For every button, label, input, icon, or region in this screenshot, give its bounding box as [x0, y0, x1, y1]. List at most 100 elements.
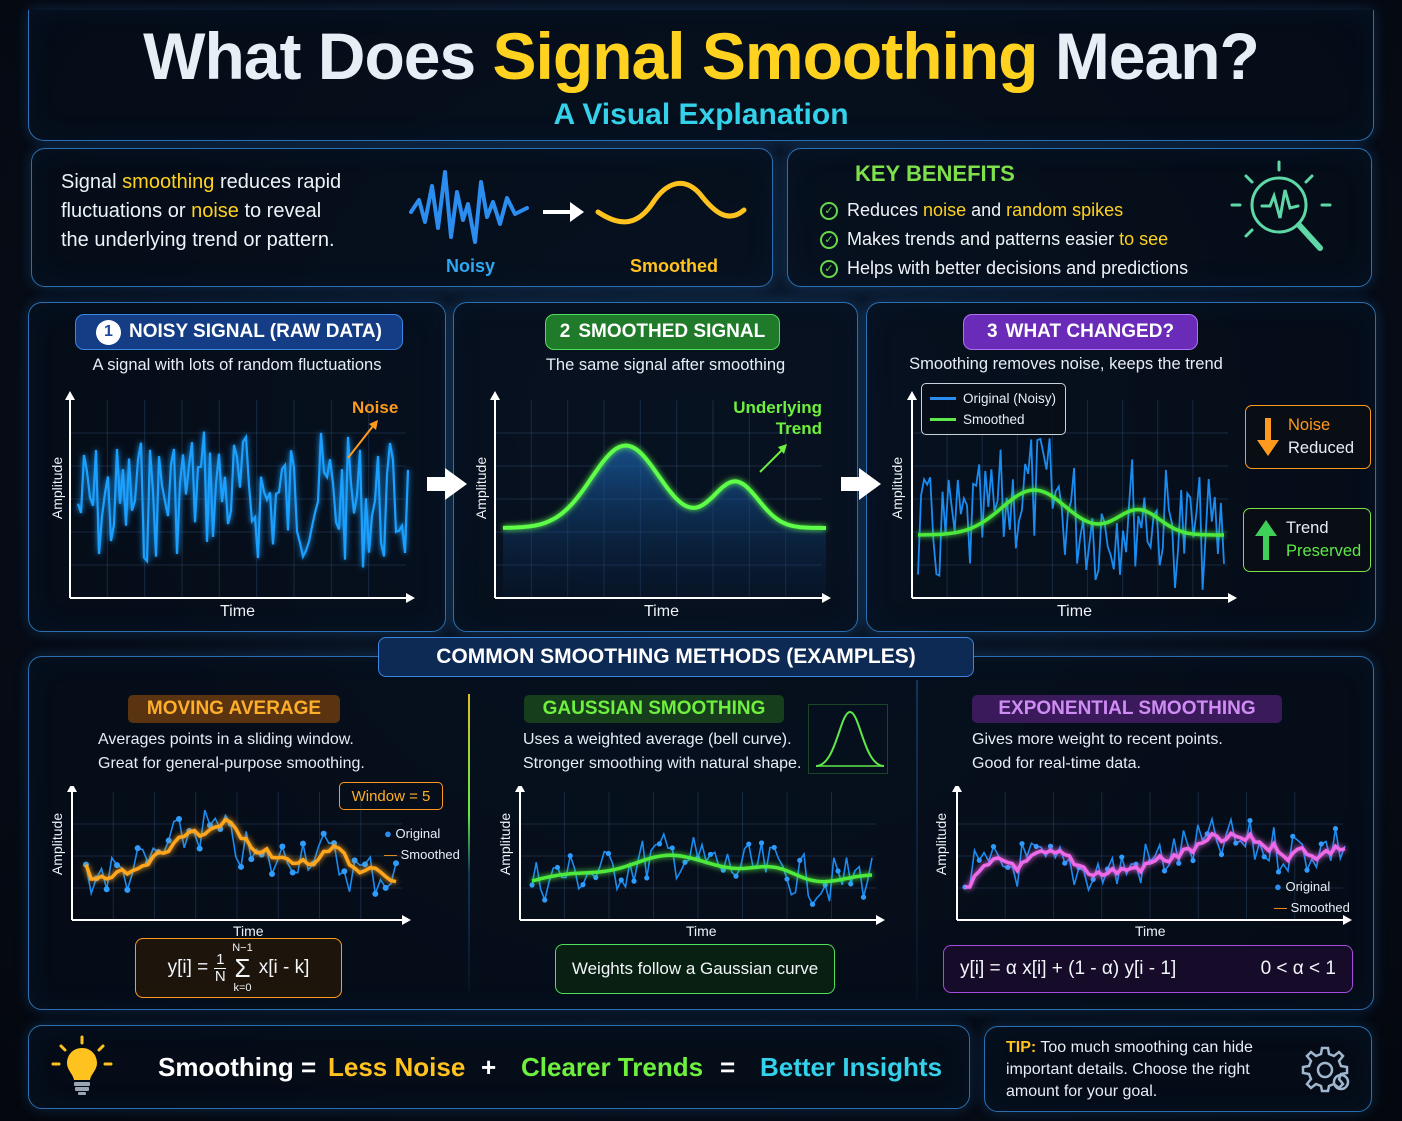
bell-curve-icon — [808, 704, 888, 774]
arrow-right-icon — [427, 468, 467, 500]
step3-title-text: WHAT CHANGED? — [1005, 321, 1175, 342]
original-point — [1047, 843, 1054, 849]
moving-average-ylabel: Amplitude — [49, 812, 65, 876]
step3-ylabel: Amplitude — [889, 456, 905, 520]
original-point — [351, 857, 358, 864]
original-point — [554, 864, 561, 871]
moving-average-title: MOVING AVERAGE — [128, 695, 340, 723]
original-point — [1332, 825, 1339, 832]
original-point — [784, 876, 790, 882]
step1-title: 1 NOISY SIGNAL (RAW DATA) — [75, 314, 403, 350]
title-pre: What Does — [143, 19, 493, 93]
original-point — [207, 822, 213, 829]
original-point — [529, 882, 535, 888]
original-point — [1119, 854, 1125, 860]
tip-panel — [984, 1026, 1372, 1112]
original-point — [1318, 841, 1324, 847]
original-point — [124, 886, 131, 893]
key-benefits-list: ✓ Reduces noise and random spikes ✓ Make… — [820, 196, 1188, 283]
original-point — [362, 861, 368, 868]
original-point — [1005, 864, 1011, 870]
exponential-ylabel: Amplitude — [933, 812, 949, 876]
check-circle-icon: ✓ — [820, 201, 838, 220]
noise-annotation: Noise — [352, 398, 399, 417]
original-point — [1275, 869, 1282, 875]
step3-desc: Smoothing removes noise, keeps the trend — [909, 355, 1223, 373]
original-point — [248, 856, 255, 863]
original-point — [1161, 868, 1168, 874]
original-point — [279, 843, 286, 850]
noise-pointer-head — [369, 420, 378, 430]
original-point — [341, 868, 348, 875]
benefit-item: ✓ Makes trends and patterns easier to se… — [820, 225, 1188, 254]
step1-ylabel: Amplitude — [49, 456, 65, 520]
original-point — [372, 890, 379, 897]
original-point — [631, 878, 637, 884]
original-point — [746, 841, 752, 847]
gear-icon — [1301, 1046, 1350, 1093]
original-point — [618, 877, 624, 883]
original-point — [165, 837, 172, 844]
original-point — [382, 884, 389, 891]
step2-ylabel: Amplitude — [473, 456, 489, 520]
original-point — [1033, 843, 1039, 850]
original-point — [1218, 851, 1225, 858]
key-benefits-title: KEY BENEFITS — [855, 161, 1015, 186]
noise-reduced-badge: Noise Reduced — [1245, 405, 1371, 469]
original-line — [531, 831, 873, 906]
summary-panel — [28, 1025, 970, 1109]
original-point — [707, 851, 714, 858]
step3-number: 3 — [986, 321, 998, 342]
chart-grid — [72, 792, 402, 920]
noisy-label: Noisy — [446, 256, 496, 276]
original-point — [196, 845, 203, 852]
summary-term1: Less Noise — [328, 1052, 466, 1082]
gaussian-desc: Uses a weighted average (bell curve). Str… — [523, 731, 802, 772]
step2-desc: The same signal after smoothing — [545, 356, 786, 374]
original-point — [990, 843, 997, 850]
original-point — [103, 886, 110, 893]
original-point — [1204, 831, 1210, 837]
original-point — [1247, 817, 1253, 824]
chart-axes — [65, 391, 415, 603]
original-point — [1176, 860, 1182, 866]
summary-eq: = — [720, 1052, 736, 1082]
step1-desc: A signal with lots of random fluctuation… — [92, 356, 382, 374]
step1-number: 1 — [96, 319, 121, 345]
moving-average-xlabel: Time — [233, 923, 264, 939]
original-point — [269, 870, 275, 877]
original-point — [1233, 840, 1239, 846]
page-subtitle: A Visual Explanation — [553, 98, 849, 131]
original-point — [238, 863, 244, 870]
step2-number: 2 — [559, 321, 571, 342]
step2-xlabel: Time — [644, 603, 679, 620]
exponential-desc: Gives more weight to recent points. Good … — [972, 731, 1223, 772]
original-point — [682, 859, 688, 865]
smoothed-area — [503, 445, 826, 598]
original-point — [771, 844, 777, 851]
original-point — [1190, 857, 1196, 864]
title-highlight: Signal Smoothing — [492, 19, 1039, 93]
smoothed-signal-line — [502, 443, 826, 530]
original-point — [1062, 860, 1068, 866]
key-benefits-panel — [787, 148, 1372, 287]
window-badge: Window = 5 — [339, 782, 443, 810]
smoothed-label: Smoothed — [630, 256, 718, 276]
step3-xlabel: Time — [1057, 603, 1092, 620]
original-point — [1133, 861, 1139, 867]
noisy-wave-icon — [409, 170, 529, 244]
magnifier-signal-icon — [1230, 160, 1332, 251]
original-point — [580, 882, 586, 888]
gaussian-xlabel: Time — [686, 923, 717, 939]
tip-text: TIP: Too much smoothing can hide importa… — [1006, 1039, 1253, 1100]
original-point — [733, 873, 739, 879]
intro-text: Signal smoothing reduces rapid fluctuati… — [61, 171, 342, 251]
original-point — [758, 840, 765, 846]
original-point — [860, 894, 867, 900]
check-circle-icon: ✓ — [820, 259, 838, 278]
step3-title: 3 WHAT CHANGED? — [963, 314, 1198, 350]
exponential-chart — [952, 786, 1352, 925]
smoothed-wave-icon — [595, 181, 747, 225]
smoothed-line — [918, 488, 1224, 537]
gaussian-ylabel: Amplitude — [497, 812, 513, 876]
